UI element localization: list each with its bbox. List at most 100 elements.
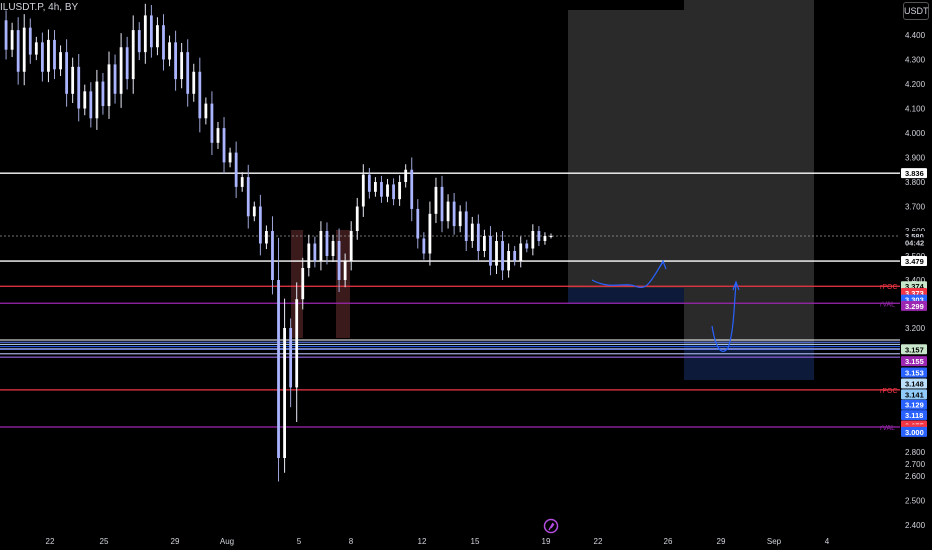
candle-body — [464, 211, 468, 241]
candle-body — [374, 182, 377, 192]
price-label-text: 3.299 — [905, 302, 924, 311]
price-label-box — [901, 356, 927, 367]
time-tick-label: Sep — [767, 537, 782, 546]
tv-logo-icon[interactable] — [543, 518, 559, 534]
candle-body — [83, 91, 87, 109]
candle-body — [258, 206, 262, 244]
price-label-box — [901, 399, 927, 410]
candle-body — [543, 236, 547, 241]
price-tick-label: 3.800 — [905, 178, 926, 187]
projection-path — [591, 261, 664, 288]
candle-body — [367, 174, 371, 192]
candle-body — [301, 268, 305, 300]
candle-body — [440, 186, 444, 222]
long-position-stop-zone — [568, 288, 684, 304]
price-label-text: 3.148 — [905, 379, 924, 388]
candle-body — [65, 52, 69, 94]
price-label-box — [901, 426, 927, 437]
candle-body — [513, 251, 517, 261]
price-label-text: 3.479 — [905, 257, 924, 266]
long-position-profit-zone-2 — [684, 0, 814, 344]
time-tick-label: 29 — [171, 537, 180, 546]
candle-body — [325, 231, 329, 256]
price-label-text: 04:42 — [905, 238, 924, 247]
time-axis[interactable]: 22 25 29 Aug 5 8 12 15 19 22 26 29 Sep 4 — [46, 537, 830, 546]
candle-body — [71, 66, 75, 94]
candle-body — [156, 25, 159, 48]
candle-body — [246, 177, 250, 217]
price-tick-label: 3.900 — [905, 154, 926, 163]
time-tick-label: 22 — [46, 537, 55, 546]
symbol-title[interactable]: ILUSDT.P, 4h, BY — [0, 2, 79, 13]
drawings — [591, 259, 740, 352]
time-tick-label: 12 — [418, 537, 427, 546]
candle-body — [398, 182, 402, 200]
price-label-text: 3.157 — [905, 345, 924, 354]
candle-body — [22, 27, 26, 72]
candle-body — [446, 201, 450, 222]
projection-path — [711, 283, 737, 352]
price-tick-label: 4.100 — [905, 105, 926, 114]
candle-body — [10, 30, 14, 50]
price-label-box — [901, 300, 927, 311]
price-label-text: 3.155 — [905, 357, 924, 366]
candle-body — [204, 103, 208, 119]
currency-button[interactable]: USDT — [903, 2, 929, 20]
price-label-text: 3.303 — [905, 296, 924, 305]
price-tick-label: 4.000 — [905, 129, 926, 138]
price-label-box — [901, 367, 927, 378]
candle-body — [186, 52, 190, 94]
price-label-box — [901, 389, 927, 400]
time-tick-label: 4 — [825, 537, 830, 546]
candle-body — [222, 128, 226, 163]
candles — [4, 3, 553, 482]
candle-body — [295, 299, 299, 388]
arrow-head — [732, 280, 740, 291]
level-tag: rPOC — [880, 284, 898, 291]
candle-body — [4, 20, 8, 50]
candle-body — [137, 30, 141, 53]
candle-body — [452, 201, 456, 227]
candle-body — [343, 260, 347, 280]
candle-body — [337, 241, 341, 280]
level-tag: rVAL — [880, 425, 895, 432]
price-axis[interactable]: 4.400 4.300 4.200 4.100 4.000 3.900 3.800 3.700… — [905, 31, 926, 530]
candle-body — [476, 223, 480, 251]
price-label-text: 3.373 — [905, 289, 924, 298]
candle-body — [531, 231, 535, 249]
candle-body — [240, 177, 244, 187]
candle-body — [392, 184, 395, 200]
candle-body — [216, 128, 220, 143]
candle-body — [89, 91, 93, 119]
candle-body — [198, 71, 202, 119]
candle-body — [422, 238, 426, 254]
candle-body — [180, 52, 184, 80]
candle-body — [482, 236, 486, 251]
price-tick-label: 3.700 — [905, 203, 926, 212]
candle-body — [77, 66, 81, 109]
candle-body — [143, 15, 147, 53]
candle-body — [271, 231, 274, 280]
time-tick-label: 19 — [542, 537, 551, 546]
price-label-text: 3.836 — [905, 169, 924, 178]
candle-body — [168, 42, 171, 60]
candle-body — [107, 64, 111, 107]
time-tick-label: 15 — [471, 537, 480, 546]
price-label-text: 3.118 — [905, 411, 923, 420]
candle-body — [252, 206, 256, 217]
candle-body — [174, 42, 177, 80]
candle-body — [428, 213, 432, 254]
candle-body — [149, 15, 153, 48]
price-tick-label: 3.200 — [905, 324, 926, 333]
candle-body — [519, 243, 523, 261]
candle-body — [361, 174, 365, 207]
candle-body — [28, 27, 32, 55]
price-tick-label: 2.500 — [905, 497, 926, 506]
candle-body — [101, 81, 105, 107]
candle-body — [495, 241, 498, 266]
candle-body — [319, 231, 323, 261]
candle-body — [53, 39, 56, 70]
candle-body — [355, 206, 359, 231]
